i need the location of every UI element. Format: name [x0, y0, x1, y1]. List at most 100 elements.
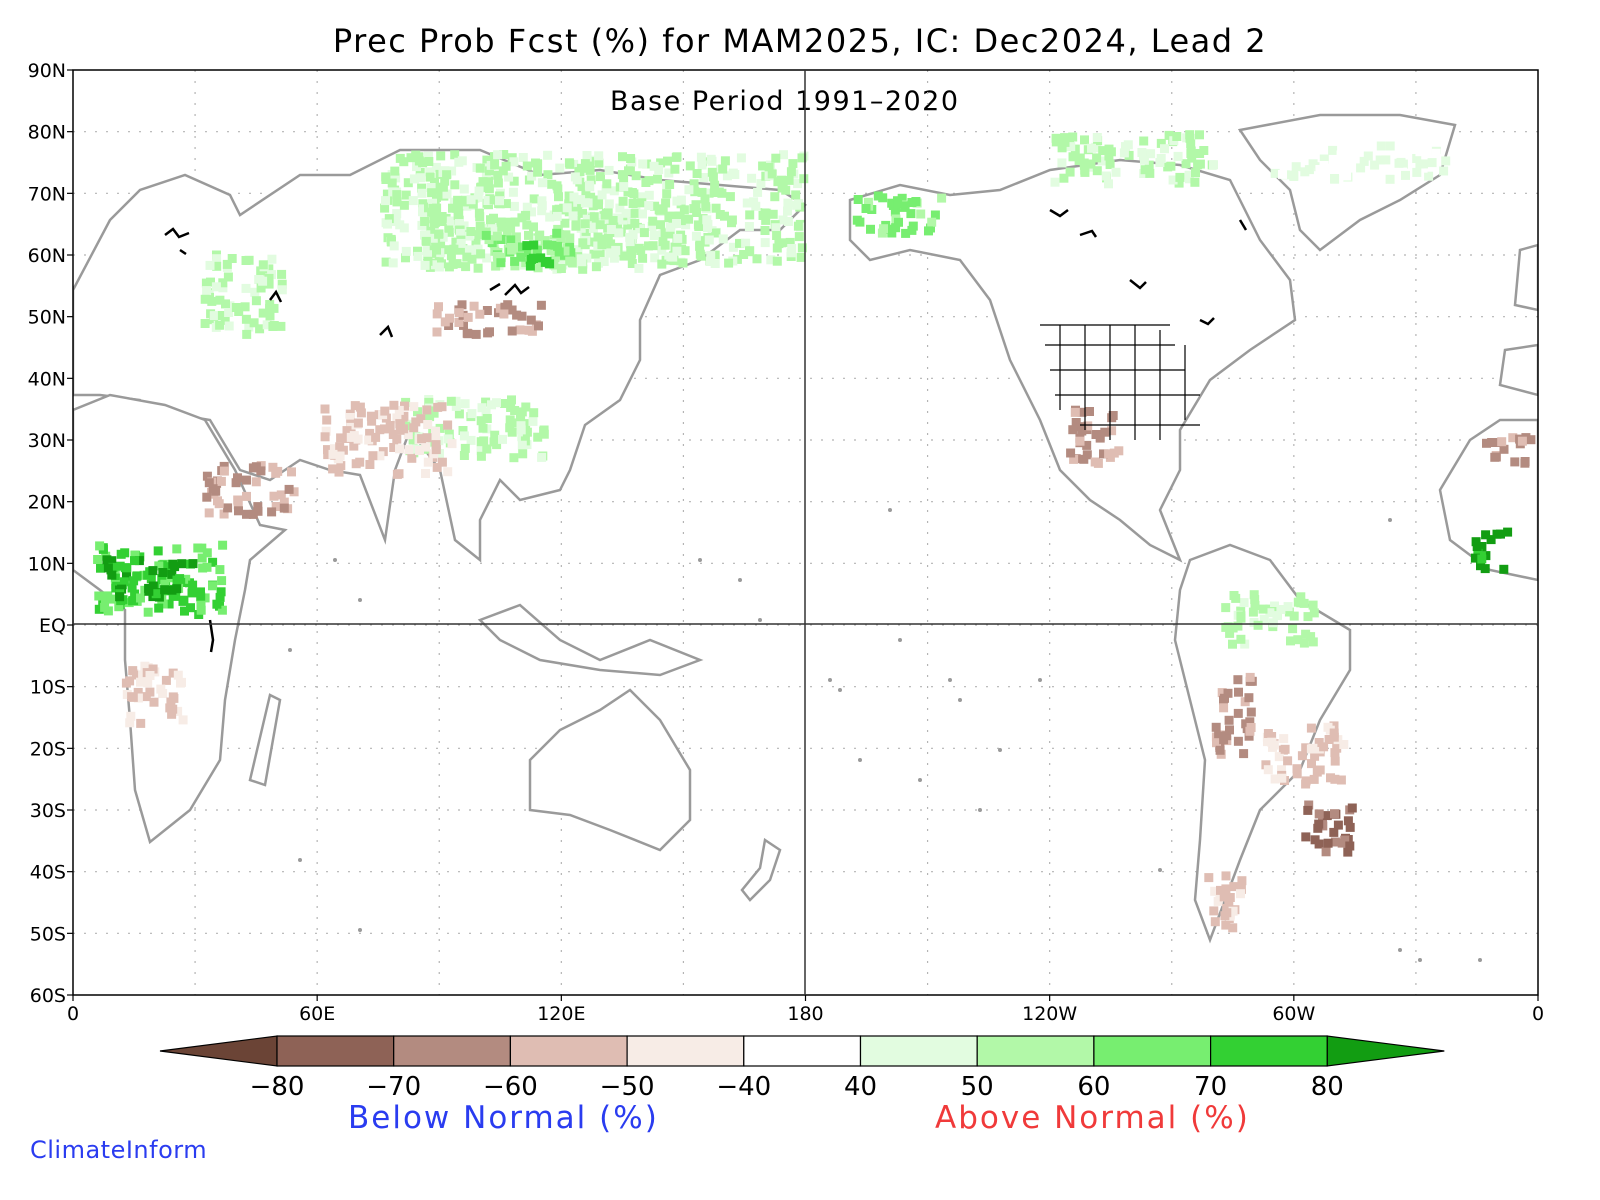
prob-cell	[426, 226, 436, 236]
prob-cell	[924, 226, 933, 236]
prob-cell	[1225, 628, 1235, 638]
prob-cell	[415, 167, 425, 177]
prob-cell	[168, 668, 178, 678]
prob-cell	[336, 433, 346, 443]
prob-cell	[463, 312, 473, 322]
prob-cell	[783, 198, 793, 208]
island-dot	[698, 558, 702, 562]
prob-cell	[1175, 172, 1185, 182]
prob-cell	[256, 283, 266, 293]
prob-cell	[1293, 597, 1303, 607]
iberia-land	[1498, 343, 1538, 397]
prob-cell	[799, 174, 809, 184]
prob-cell	[399, 223, 409, 233]
prob-cell	[1145, 168, 1155, 178]
prob-cell	[437, 217, 447, 226]
prob-cell	[684, 214, 694, 224]
prob-cell	[336, 461, 346, 471]
prob-cell	[413, 251, 423, 261]
island-dot	[1038, 678, 1042, 682]
prob-cell	[783, 206, 792, 216]
prob-cell	[897, 193, 907, 203]
lon-label: 120W	[1022, 1003, 1077, 1025]
prob-cell	[573, 245, 583, 255]
prob-cell	[200, 319, 210, 328]
prob-cell	[512, 310, 522, 320]
prob-cell	[447, 439, 457, 449]
prob-cell	[537, 452, 547, 462]
prob-cell	[267, 507, 277, 517]
prob-cell	[785, 237, 795, 247]
prob-cell	[220, 315, 230, 325]
lat-label: 90N	[28, 60, 66, 82]
prob-cell	[267, 254, 277, 264]
prob-cell	[1221, 622, 1231, 632]
prob-cell	[484, 166, 494, 176]
prob-cell	[546, 246, 556, 256]
prob-cell	[660, 228, 670, 238]
prob-cell	[1496, 529, 1505, 539]
prob-cell	[784, 175, 794, 185]
prob-cell	[196, 600, 206, 610]
prob-cell	[1222, 908, 1232, 918]
prob-cell	[211, 282, 221, 292]
prob-cell	[172, 584, 182, 594]
prob-cell	[447, 166, 457, 176]
prob-cell	[1228, 639, 1237, 649]
prob-cell	[375, 451, 385, 461]
prob-cell	[778, 215, 788, 225]
prob-cell	[930, 210, 940, 220]
prob-cell	[1172, 132, 1182, 141]
prob-cell	[1233, 621, 1243, 631]
prob-cell	[1499, 564, 1509, 574]
prob-cell	[423, 457, 433, 467]
prob-cell	[479, 436, 489, 446]
prob-cell	[543, 240, 552, 250]
prob-cell	[715, 210, 725, 219]
prob-cell	[422, 405, 432, 415]
prob-cell	[93, 555, 103, 564]
prob-cell	[565, 233, 575, 243]
prob-cell	[689, 204, 699, 214]
prob-cell	[906, 209, 916, 219]
prob-cell	[554, 192, 563, 202]
prob-cell	[425, 262, 435, 272]
prob-cell	[507, 305, 517, 315]
prob-cell	[852, 215, 862, 225]
indonesia-land	[477, 603, 704, 677]
prob-cell	[349, 441, 359, 451]
prob-cell	[1303, 612, 1313, 622]
prob-cell	[665, 229, 675, 239]
prob-cell	[1097, 156, 1107, 166]
prob-cell	[1155, 158, 1165, 167]
colorbar-tick-label: −70	[366, 1072, 421, 1102]
prob-cell	[707, 167, 717, 177]
prob-cell	[416, 414, 426, 424]
prob-cell	[770, 192, 780, 202]
prob-cell	[518, 449, 528, 459]
prob-cell	[335, 451, 345, 461]
prob-cell	[1267, 737, 1277, 747]
prob-cell	[417, 183, 427, 193]
prob-cell	[529, 254, 538, 263]
prob-cell	[509, 453, 519, 463]
prob-cell	[644, 241, 653, 251]
prob-cell	[1082, 450, 1092, 460]
prob-cell	[745, 210, 755, 220]
britain-land	[1513, 243, 1538, 312]
prob-cell	[533, 263, 543, 273]
prob-cell	[1259, 614, 1269, 624]
prob-cell	[890, 207, 900, 217]
prob-cell	[700, 194, 710, 204]
prob-cell	[258, 260, 268, 270]
prob-cell	[215, 592, 225, 602]
prob-cell	[412, 162, 421, 172]
latitude-labels: 90N 80N 70N 60N 50N 40N 30N 20N 10N EQ 10S 20S 30S 40…	[28, 60, 73, 1007]
lat-label: 80N	[28, 122, 66, 144]
prob-cell	[475, 309, 485, 319]
prob-cell	[482, 253, 492, 263]
prob-cell	[1092, 166, 1102, 176]
prob-cell	[582, 214, 592, 224]
prob-cell	[564, 191, 574, 201]
prob-cell	[1108, 411, 1118, 420]
